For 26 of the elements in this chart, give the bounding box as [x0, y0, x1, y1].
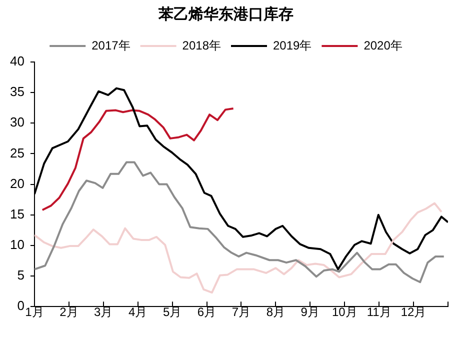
x-tick-label: 9月	[300, 305, 320, 320]
legend-label: 2020年	[364, 38, 402, 52]
y-tick-label: 35	[10, 84, 24, 100]
y-tick-label: 10	[10, 237, 24, 252]
legend-label: 2019年	[273, 38, 312, 52]
legend-label: 2018年	[182, 38, 222, 52]
x-tick-label: 4月	[128, 305, 148, 320]
x-tick-label: 2月	[60, 305, 78, 320]
legend-label: 2017年	[92, 38, 130, 52]
x-tick-label: 12月	[400, 305, 426, 320]
y-tick-label: 25	[10, 145, 24, 160]
x-tick-label: 8月	[266, 305, 286, 320]
x-tick-label: 1月	[25, 305, 44, 320]
y-tick-label: 0	[17, 298, 24, 314]
x-tick-label: 11月	[366, 305, 392, 320]
x-tick-label: 10月	[332, 305, 358, 320]
x-tick-label: 5月	[162, 305, 182, 320]
y-tick-label: 20	[10, 176, 24, 191]
x-tick-label: 3月	[94, 305, 113, 320]
y-tick-label: 5	[17, 268, 24, 283]
x-tick-label: 6月	[197, 305, 216, 320]
x-tick-label: 7月	[232, 305, 251, 320]
y-tick-label: 15	[10, 206, 24, 222]
y-tick-label: 40	[10, 54, 24, 69]
chart-title: 苯乙烯华东港口库存	[158, 5, 294, 24]
y-tick-label: 30	[10, 114, 24, 130]
